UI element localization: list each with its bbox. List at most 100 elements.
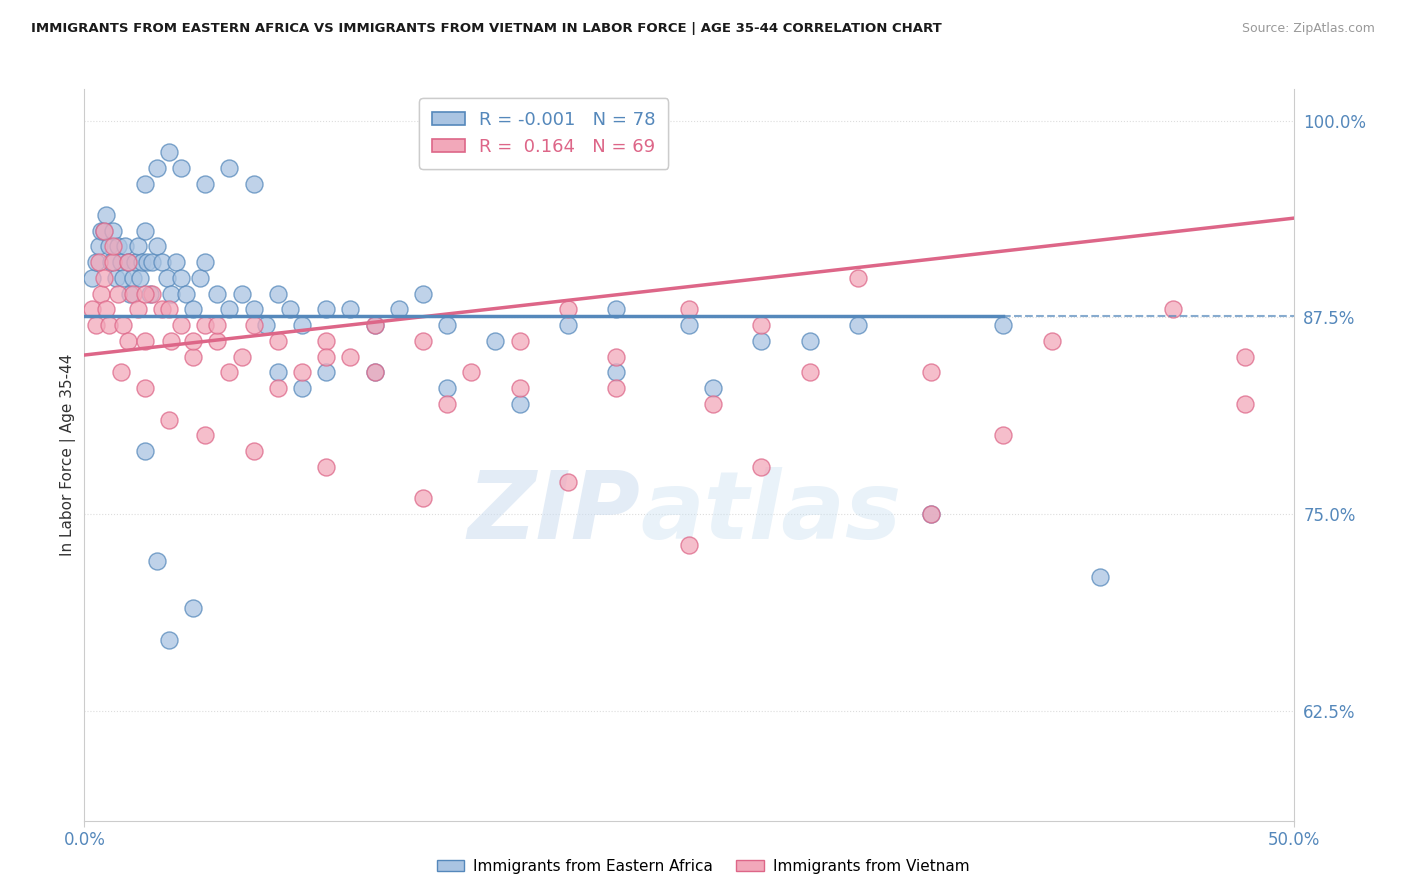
- Point: [181, 302, 204, 317]
- Point: [509, 381, 531, 395]
- Point: [1234, 350, 1257, 364]
- Point: [90, 286, 112, 301]
- Point: [117, 255, 139, 269]
- Point: [1040, 334, 1063, 348]
- Point: [267, 381, 290, 395]
- Point: [1161, 302, 1184, 317]
- Point: [97, 239, 120, 253]
- Legend: Immigrants from Eastern Africa, Immigrants from Vietnam: Immigrants from Eastern Africa, Immigran…: [430, 853, 976, 880]
- Point: [751, 334, 773, 348]
- Point: [190, 271, 212, 285]
- Point: [315, 459, 337, 474]
- Point: [751, 318, 773, 333]
- Point: [157, 632, 180, 647]
- Legend: R = -0.001   N = 78, R =  0.164   N = 69: R = -0.001 N = 78, R = 0.164 N = 69: [419, 98, 668, 169]
- Point: [138, 286, 160, 301]
- Point: [134, 286, 156, 301]
- Point: [412, 491, 434, 505]
- Point: [124, 255, 146, 269]
- Point: [207, 318, 229, 333]
- Point: [146, 239, 169, 253]
- Point: [110, 365, 132, 379]
- Point: [509, 397, 531, 411]
- Text: IMMIGRANTS FROM EASTERN AFRICA VS IMMIGRANTS FROM VIETNAM IN LABOR FORCE | AGE 3: IMMIGRANTS FROM EASTERN AFRICA VS IMMIGR…: [31, 22, 942, 36]
- Point: [678, 318, 700, 333]
- Point: [207, 334, 229, 348]
- Point: [134, 334, 156, 348]
- Point: [557, 318, 579, 333]
- Point: [702, 381, 724, 395]
- Point: [218, 302, 240, 317]
- Point: [165, 255, 187, 269]
- Point: [87, 239, 110, 253]
- Point: [150, 302, 173, 317]
- Point: [678, 538, 700, 552]
- Point: [557, 302, 579, 317]
- Point: [254, 318, 277, 333]
- Point: [363, 318, 385, 333]
- Text: ZIP: ZIP: [468, 467, 641, 559]
- Point: [436, 381, 458, 395]
- Point: [174, 286, 197, 301]
- Point: [702, 397, 724, 411]
- Point: [460, 365, 482, 379]
- Point: [121, 286, 143, 301]
- Point: [150, 255, 173, 269]
- Point: [242, 177, 264, 191]
- Point: [291, 381, 314, 395]
- Text: Source: ZipAtlas.com: Source: ZipAtlas.com: [1241, 22, 1375, 36]
- Point: [157, 145, 180, 160]
- Point: [194, 428, 217, 442]
- Point: [509, 334, 531, 348]
- Point: [436, 397, 458, 411]
- Point: [160, 286, 183, 301]
- Point: [218, 161, 240, 175]
- Point: [136, 255, 159, 269]
- Point: [267, 334, 290, 348]
- Point: [103, 239, 125, 253]
- Point: [181, 350, 204, 364]
- Point: [157, 412, 180, 426]
- Point: [146, 161, 169, 175]
- Point: [120, 286, 142, 301]
- Point: [134, 381, 156, 395]
- Point: [129, 271, 152, 285]
- Point: [363, 365, 385, 379]
- Point: [93, 271, 115, 285]
- Point: [1234, 397, 1257, 411]
- Point: [100, 255, 122, 269]
- Point: [339, 350, 361, 364]
- Point: [412, 286, 434, 301]
- Point: [484, 334, 506, 348]
- Point: [920, 507, 942, 521]
- Point: [86, 318, 108, 333]
- Point: [315, 302, 337, 317]
- Point: [242, 302, 264, 317]
- Point: [291, 365, 314, 379]
- Point: [267, 365, 290, 379]
- Point: [94, 302, 117, 317]
- Point: [93, 224, 115, 238]
- Point: [363, 318, 385, 333]
- Point: [86, 255, 108, 269]
- Point: [605, 302, 627, 317]
- Point: [412, 334, 434, 348]
- Point: [194, 177, 217, 191]
- Point: [112, 271, 135, 285]
- Point: [194, 318, 217, 333]
- Point: [920, 507, 942, 521]
- Point: [114, 239, 136, 253]
- Point: [181, 334, 204, 348]
- Point: [267, 286, 290, 301]
- Point: [134, 224, 156, 238]
- Point: [155, 271, 177, 285]
- Point: [94, 208, 117, 222]
- Point: [799, 334, 821, 348]
- Point: [107, 286, 129, 301]
- Point: [80, 302, 103, 317]
- Point: [157, 302, 180, 317]
- Point: [231, 286, 253, 301]
- Point: [112, 318, 135, 333]
- Point: [127, 302, 149, 317]
- Point: [231, 350, 253, 364]
